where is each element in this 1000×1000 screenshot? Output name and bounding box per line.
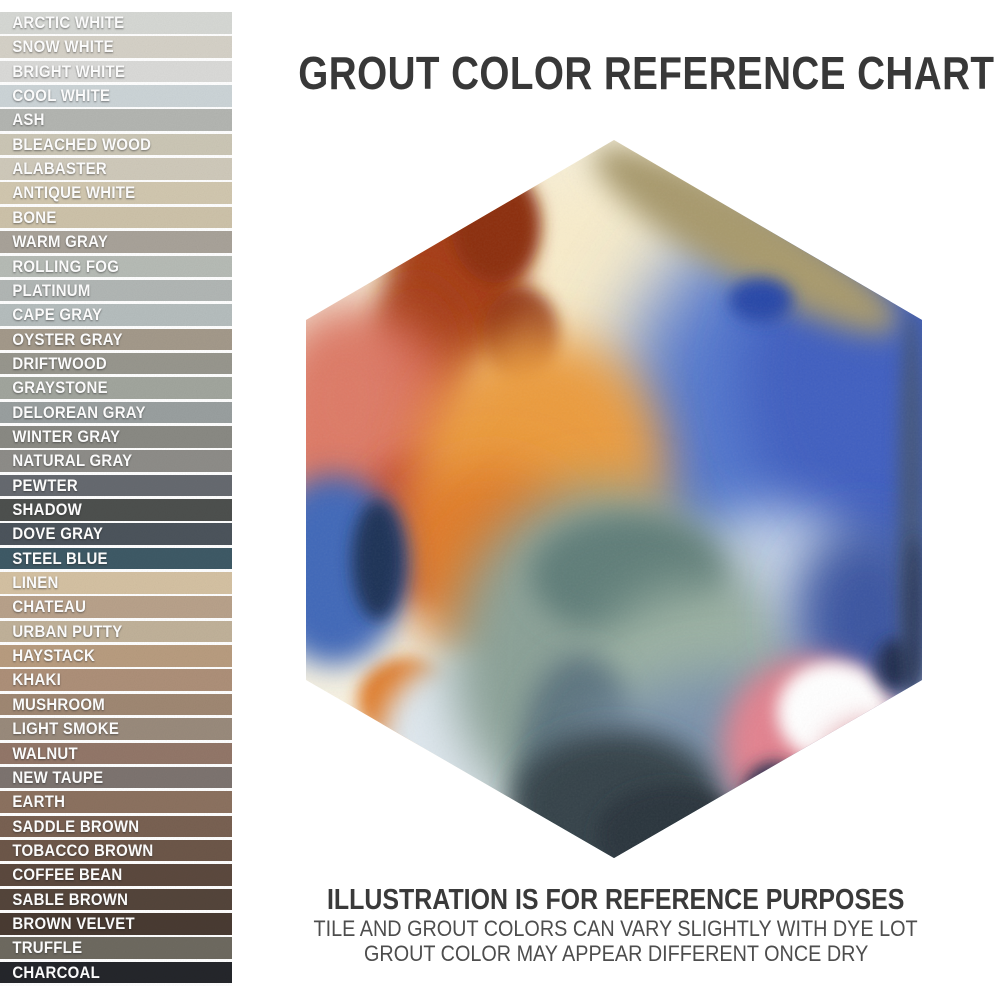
swatch-label: TRUFFLE	[12, 938, 83, 958]
swatch-row: CHATEAU	[0, 596, 232, 618]
swatch-label: ANTIQUE WHITE	[12, 183, 136, 203]
swatch-row: ARCTIC WHITE	[0, 12, 232, 34]
footer-line-1: TILE AND GROUT COLORS CAN VARY SLIGHTLY …	[313, 916, 919, 941]
swatch-label: SABLE BROWN	[12, 889, 129, 909]
swatch-label: TOBACCO BROWN	[12, 840, 154, 860]
swatch-row: WINTER GRAY	[0, 425, 232, 448]
hex-tile-illustration	[306, 140, 922, 858]
swatch-label: NEW TAUPE	[12, 767, 104, 787]
swatch-label: WINTER GRAY	[12, 426, 121, 446]
swatch-label: HAYSTACK	[12, 646, 96, 666]
swatch-row: ANTIQUE WHITE	[0, 182, 232, 205]
hex-tile-art	[306, 140, 922, 858]
swatch-label: DRIFTWOOD	[12, 353, 107, 373]
swatch-label: ROLLING FOG	[12, 256, 120, 276]
swatch-row: LIGHT SMOKE	[0, 718, 232, 740]
footer-line-2: GROUT COLOR MAY APPEAR DIFFERENT ONCE DR…	[363, 941, 869, 966]
swatch-label: SNOW WHITE	[12, 37, 114, 57]
swatch-row: BROWN VELVET	[0, 912, 232, 935]
swatch-label: MUSHROOM	[12, 694, 106, 714]
swatch-row: SADDLE BROWN	[0, 815, 232, 838]
footer-heading: ILLUSTRATION IS FOR REFERENCE PURPOSES	[327, 884, 905, 916]
swatch-row: NATURAL GRAY	[0, 450, 232, 472]
swatch-row: OYSTER GRAY	[0, 328, 232, 351]
swatch-row: CHARCOAL	[0, 961, 232, 984]
swatch-row: EARTH	[0, 791, 232, 813]
swatch-label: LINEN	[12, 573, 59, 593]
swatch-label: CHATEAU	[12, 597, 87, 617]
swatch-label: URBAN PUTTY	[12, 621, 123, 641]
swatch-label: COFFEE BEAN	[12, 865, 123, 885]
swatch-row: WALNUT	[0, 742, 232, 765]
swatch-label: DOVE GRAY	[12, 524, 104, 544]
main-panel: GROUT COLOR REFERENCE CHART	[232, 0, 1000, 1000]
swatch-label: OYSTER GRAY	[12, 329, 123, 349]
swatch-row: DELOREAN GRAY	[0, 401, 232, 424]
swatch-row: KHAKI	[0, 669, 232, 692]
swatch-label: BLEACHED WOOD	[12, 134, 152, 154]
swatch-label: CHARCOAL	[12, 962, 101, 982]
page-title: GROUT COLOR REFERENCE CHART	[232, 46, 1000, 100]
page-title-text: GROUT COLOR REFERENCE CHART	[298, 47, 995, 99]
swatch-label: WARM GRAY	[12, 232, 109, 252]
swatch-label: BRIGHT WHITE	[12, 61, 126, 81]
swatch-row: TRUFFLE	[0, 937, 232, 959]
swatch-label: GRAYSTONE	[12, 378, 108, 398]
swatch-label: PEWTER	[12, 475, 78, 495]
swatch-row: SNOW WHITE	[0, 36, 232, 58]
swatch-row: ASH	[0, 109, 232, 131]
swatch-label: PLATINUM	[12, 280, 91, 300]
swatch-label: BONE	[12, 207, 57, 227]
swatch-row: MUSHROOM	[0, 693, 232, 716]
swatch-row: NEW TAUPE	[0, 766, 232, 789]
swatch-row: TOBACCO BROWN	[0, 839, 232, 862]
swatch-label: STEEL BLUE	[12, 548, 108, 568]
swatch-label: ALABASTER	[12, 159, 107, 179]
swatch-row: PEWTER	[0, 474, 232, 497]
swatch-row: BONE	[0, 206, 232, 229]
swatch-label: ARCTIC WHITE	[12, 13, 125, 32]
swatch-label: COOL WHITE	[12, 86, 111, 106]
swatch-row: WARM GRAY	[0, 231, 232, 253]
swatch-label: CAPE GRAY	[12, 305, 103, 325]
swatch-label: BROWN VELVET	[12, 913, 135, 933]
swatch-row: COOL WHITE	[0, 85, 232, 107]
art-grain-overlay	[306, 140, 922, 858]
swatch-row: BLEACHED WOOD	[0, 133, 232, 156]
swatch-row: CAPE GRAY	[0, 304, 232, 326]
swatch-label: DELOREAN GRAY	[12, 402, 146, 422]
swatch-label: NATURAL GRAY	[12, 451, 133, 471]
swatch-row: SABLE BROWN	[0, 888, 232, 911]
swatch-label: EARTH	[12, 792, 66, 812]
swatch-row: ROLLING FOG	[0, 255, 232, 278]
swatch-label: KHAKI	[12, 670, 62, 690]
swatch-row: DOVE GRAY	[0, 523, 232, 545]
swatch-label: SHADOW	[12, 500, 83, 519]
swatch-row: PLATINUM	[0, 279, 232, 302]
swatch-row: LINEN	[0, 572, 232, 594]
swatch-row: GRAYSTONE	[0, 377, 232, 399]
art-salmon	[816, 723, 920, 847]
swatch-row: DRIFTWOOD	[0, 352, 232, 375]
swatch-row: ALABASTER	[0, 158, 232, 180]
footer-note: ILLUSTRATION IS FOR REFERENCE PURPOSES T…	[232, 884, 1000, 966]
swatch-row: SHADOW	[0, 499, 232, 521]
swatch-label: LIGHT SMOKE	[12, 719, 120, 739]
swatch-row: URBAN PUTTY	[0, 620, 232, 643]
swatch-label: ASH	[12, 110, 45, 130]
swatch-label: SADDLE BROWN	[12, 816, 140, 836]
grout-swatch-list: ARCTIC WHITE SNOW WHITE BRIGHT WHITE COOL W…	[0, 0, 232, 1000]
swatch-row: STEEL BLUE	[0, 547, 232, 570]
swatch-label: WALNUT	[12, 743, 78, 763]
swatch-row: COFFEE BEAN	[0, 864, 232, 886]
swatch-row: BRIGHT WHITE	[0, 60, 232, 83]
swatch-row: HAYSTACK	[0, 645, 232, 667]
